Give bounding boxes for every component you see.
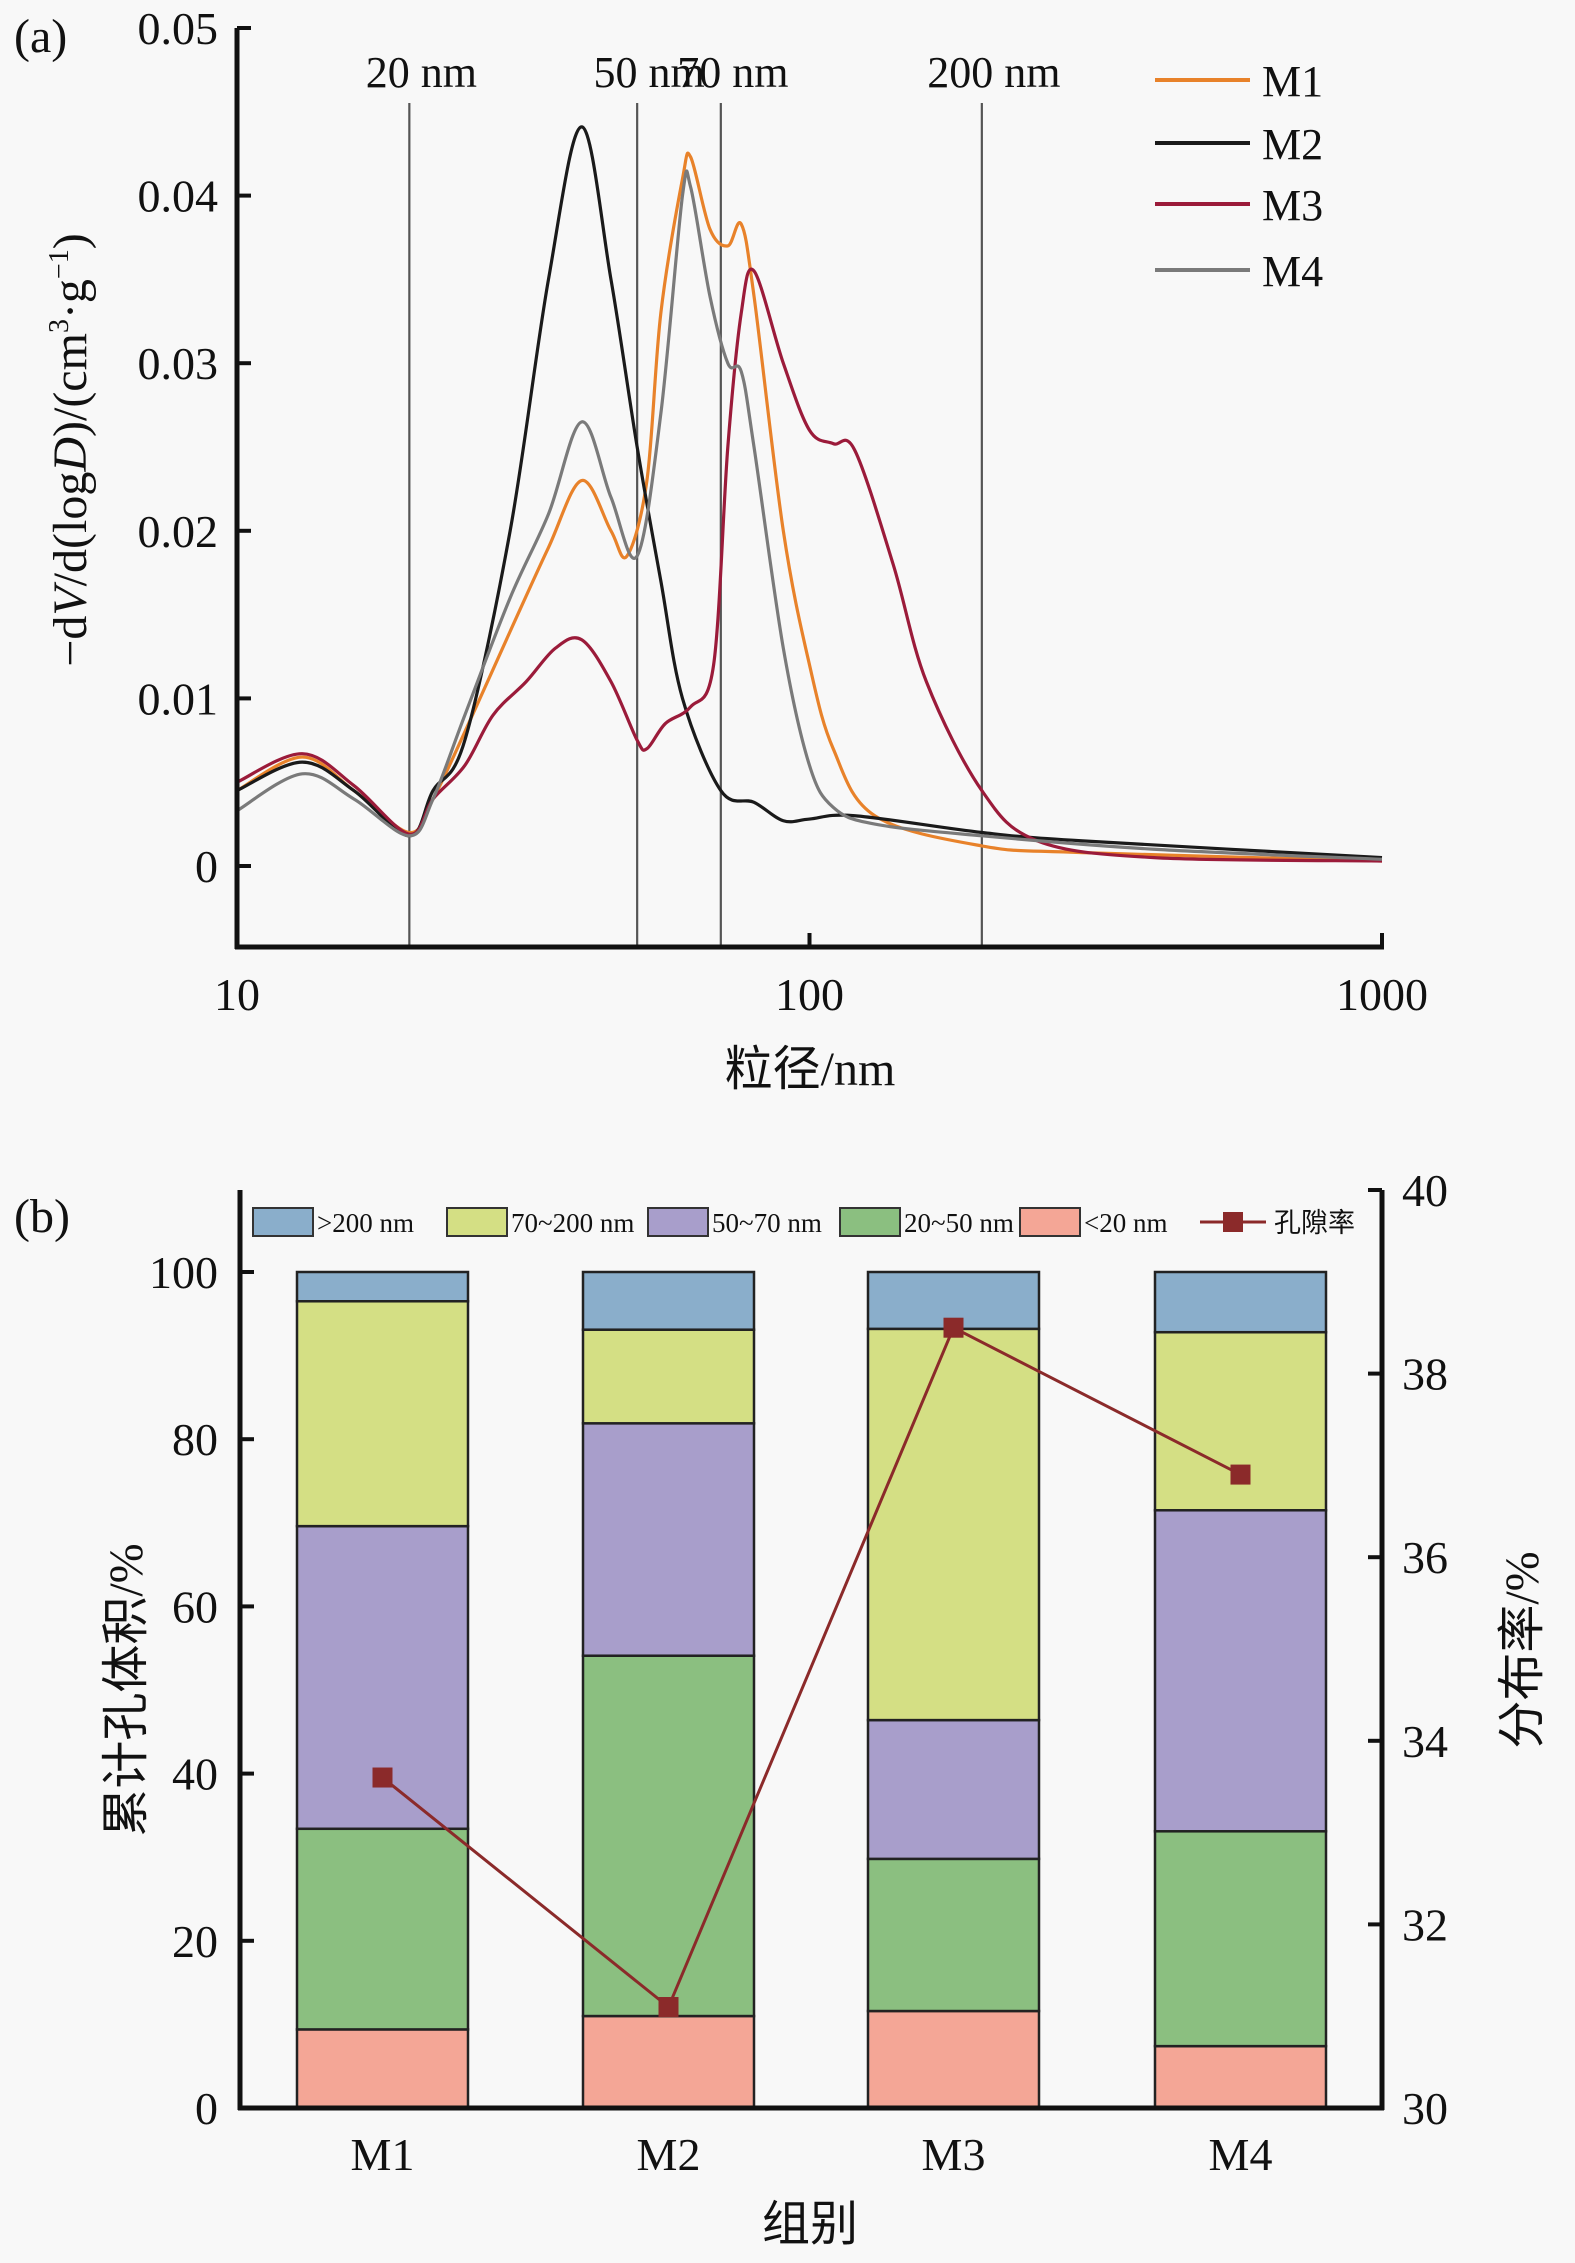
y-tick-label: 0.03: [138, 338, 219, 389]
x-tick-labels-b: M1 M2 M3 M4: [351, 2129, 1273, 2180]
porosity-line-path: [383, 1328, 1241, 2007]
legend-label-porosity: 孔隙率: [1274, 1208, 1355, 1238]
bar-segment: [868, 1720, 1039, 1859]
bar-segment: [868, 2011, 1039, 2108]
legend-label: 50~70 nm: [712, 1208, 822, 1238]
x-tick-label: M2: [637, 2129, 701, 2180]
x-tick-label: 1000: [1336, 969, 1428, 1020]
x-tick-label: M1: [351, 2129, 415, 2180]
bar-segment: [868, 1329, 1039, 1720]
legend-label: 70~200 nm: [511, 1208, 634, 1238]
bar-segment: [868, 1859, 1039, 2011]
y-axis-label-part: −1: [44, 249, 75, 279]
bar-stack-m2: [583, 1272, 754, 2108]
y-right-axis-label-b: 分布率/%: [1496, 1551, 1549, 1748]
bar-segment: [297, 2029, 468, 2108]
bar-segment: [583, 1423, 754, 1655]
bar-stack-m4: [1155, 1272, 1326, 2108]
legend-label-m1: M1: [1262, 57, 1323, 106]
x-axis-label-a: 粒径/nm: [725, 1043, 896, 1096]
x-tick-label: M4: [1209, 2129, 1273, 2180]
y-axis-label-b: 累计孔体积/%: [100, 1543, 153, 1836]
x-tick-labels-a: 10 100 1000: [214, 969, 1428, 1020]
porosity-marker: [1231, 1465, 1251, 1485]
y-tick-label: 0.02: [138, 506, 219, 557]
legend-label-m2: M2: [1262, 120, 1323, 169]
y-tick-label: 0: [195, 2083, 218, 2134]
panel-b-bar-chart: (b) 0 20 40 60 80 100 30 32 34 36 38 40 M1 M2 M3 M4 组…: [14, 1165, 1549, 2251]
y-tick-labels-a: 0 0.01 0.02 0.03 0.04 0.05: [138, 3, 219, 892]
reference-line-label: 20 nm: [366, 48, 477, 97]
bar-segment: [583, 1272, 754, 1330]
y-tick-label: 100: [149, 1247, 218, 1298]
y-tick-label: 20: [172, 1916, 218, 1967]
y-right-tick-label: 32: [1402, 1899, 1448, 1950]
bar-segment: [583, 1656, 754, 2016]
legend-swatch: [648, 1208, 708, 1236]
legend-label: 20~50 nm: [904, 1208, 1014, 1238]
y-tick-label: 0.04: [138, 171, 219, 222]
y-right-tick-labels-b: 30 32 34 36 38 40: [1402, 1165, 1448, 2134]
porosity-marker: [944, 1318, 964, 1338]
x-tick-label: 100: [775, 969, 844, 1020]
y-axis-label-part: D: [44, 437, 97, 473]
legend-b: >200 nm 70~200 nm 50~70 nm 20~50 nm <20 nm 孔隙…: [253, 1208, 1355, 1238]
legend-label: >200 nm: [317, 1208, 414, 1238]
x-tick-label: M3: [922, 2129, 986, 2180]
bar-segment: [1155, 1831, 1326, 2046]
y-right-tick-label: 30: [1402, 2083, 1448, 2134]
y-right-tick-label: 34: [1402, 1716, 1448, 1767]
y-tick-label: 40: [172, 1749, 218, 1800]
panel-b-label: (b): [14, 1190, 70, 1243]
y-axis-label-part: ): [44, 233, 97, 249]
y-tick-labels-b: 0 20 40 60 80 100: [149, 1247, 218, 2134]
bar-segment: [1155, 1510, 1326, 1831]
y-right-tick-label: 36: [1402, 1532, 1448, 1583]
y-tick-label: 0.01: [138, 673, 219, 724]
legend-swatch: [447, 1208, 507, 1236]
axes-a: [235, 28, 1384, 949]
bar-segment: [1155, 2046, 1326, 2108]
bar-stack-m3: [868, 1272, 1039, 2108]
bar-segment: [297, 1829, 468, 2030]
y-tick-label: 0.05: [138, 3, 219, 54]
legend-label-m4: M4: [1262, 247, 1323, 296]
y-tick-label: 0: [195, 841, 218, 892]
y-axis-label-part: 3: [44, 319, 75, 333]
porosity-marker: [659, 1997, 679, 2017]
legend-swatch: [253, 1208, 313, 1236]
legend-swatch-porosity-marker: [1223, 1212, 1243, 1232]
reference-line-label: 200 nm: [927, 48, 1060, 97]
stacked-bars: [297, 1272, 1326, 2108]
panel-a-label: (a): [14, 10, 67, 63]
bar-stack-m1: [297, 1272, 468, 2108]
y-right-tick-label: 40: [1402, 1165, 1448, 1216]
y-tick-label: 80: [172, 1414, 218, 1465]
y-tick-label: 60: [172, 1581, 218, 1632]
bar-segment: [583, 1330, 754, 1424]
x-tick-label: 10: [214, 969, 260, 1020]
porosity-line: [373, 1318, 1251, 2017]
bar-segment: [297, 1272, 468, 1301]
x-axis-label-b: 组别: [762, 2198, 858, 2251]
porosity-marker: [373, 1768, 393, 1788]
legend-swatch: [840, 1208, 900, 1236]
y-right-tick-label: 38: [1402, 1349, 1448, 1400]
legend-label-m3: M3: [1262, 181, 1323, 230]
legend-swatch: [1020, 1208, 1080, 1236]
bar-segment: [1155, 1272, 1326, 1332]
reference-line-label: 70 nm: [677, 48, 788, 97]
y-axis-label-part: )/(cm: [44, 333, 97, 437]
bar-segment: [297, 1301, 468, 1526]
y-axis-label-a: −dV/d(logD)/(cm3·g−1): [44, 233, 97, 666]
legend-label: <20 nm: [1084, 1208, 1167, 1238]
legend-a: M1 M2 M3 M4: [1155, 57, 1323, 296]
bar-segment: [583, 2016, 754, 2108]
y-axis-label-part: −d: [44, 616, 97, 667]
y-axis-label-part: ·g: [44, 279, 97, 319]
y-axis-label-part: /d(log: [44, 472, 97, 587]
